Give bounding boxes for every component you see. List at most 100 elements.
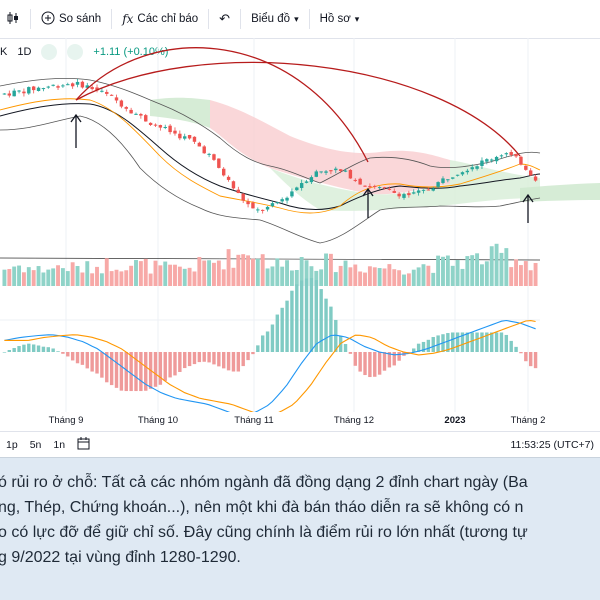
macd-histogram-bar (51, 348, 55, 352)
volume-bar (173, 264, 177, 286)
clock[interactable]: 11:53:25 (UTC+7) (510, 439, 594, 451)
timeframe-1p[interactable]: 1p (6, 439, 18, 451)
candle-body (153, 124, 158, 126)
macd-histogram-bar (17, 346, 21, 352)
candle-body (480, 160, 484, 166)
volume-bar (158, 265, 163, 286)
candle-body (7, 93, 12, 96)
candle-body (524, 165, 528, 170)
undo-button[interactable]: ↶ (213, 0, 236, 38)
profile-menu-button[interactable]: Hồ sơ ▾ (314, 0, 366, 38)
candle-body (105, 91, 109, 94)
candle-body (460, 172, 465, 175)
macd-histogram-bar (226, 352, 231, 371)
toolbar-divider (240, 9, 242, 29)
volume-bar (372, 267, 377, 286)
date-range-icon[interactable] (71, 437, 96, 453)
macd-histogram-bar (436, 335, 440, 352)
volume-bar (231, 267, 236, 286)
volume-bar (436, 255, 441, 286)
macd-histogram-bar (460, 332, 465, 352)
volume-bar (377, 268, 382, 286)
candle-body (446, 179, 450, 181)
macd-histogram-bar (519, 352, 523, 354)
macd-histogram-bar (22, 344, 26, 352)
volume-bar (358, 271, 363, 286)
volume-bar (426, 265, 431, 286)
bottom-toolbar: 1p 5n 1n 11:53:25 (UTC+7) (0, 431, 600, 457)
volume-bar (441, 256, 445, 286)
volume-bar (236, 254, 241, 286)
price-change: +1.11 (+0.10%) (93, 46, 169, 58)
interval-label[interactable]: 1D (17, 46, 32, 58)
volume-bar (285, 260, 290, 286)
volume-bar (70, 262, 75, 286)
volume-bar (109, 271, 114, 286)
candle-style-button[interactable] (0, 0, 26, 38)
macd-histogram-bar (163, 352, 167, 381)
volume-bar (328, 253, 333, 286)
macd-signal-line (4, 320, 536, 412)
macd-histogram-bar (426, 339, 431, 352)
candle-body (12, 90, 16, 97)
indicators-button[interactable]: fx Các chỉ báo (116, 0, 204, 38)
candle-body (280, 199, 284, 202)
candle-body (324, 171, 328, 173)
candle-body (61, 85, 65, 87)
candle-body (134, 113, 138, 115)
candle-body (407, 193, 411, 196)
volume-bar (333, 272, 338, 286)
macd-histogram-bar (75, 352, 80, 364)
volume-bar (148, 273, 153, 286)
volume-bar (465, 256, 470, 286)
volume-bar (124, 270, 129, 286)
timeframe-1n[interactable]: 1n (53, 439, 66, 451)
volume-bar (475, 253, 480, 286)
macd-histogram-bar (85, 352, 89, 369)
compare-button[interactable]: So sánh (35, 0, 107, 38)
candle-body (421, 189, 426, 191)
volume-bar (134, 260, 138, 286)
candle-body (504, 153, 509, 155)
macd-histogram-bar (265, 331, 270, 352)
double-top-arc-2 (75, 61, 521, 157)
volume-bar (353, 264, 358, 286)
candle-body (260, 209, 265, 211)
article-line: ó rủi ro ở chỗ: Tất cả các nhóm ngành đã… (0, 474, 528, 491)
symbol-suffix[interactable]: K (0, 46, 8, 58)
volume-bar (7, 269, 12, 286)
fx-indicator-icon: fx (122, 12, 134, 26)
candle-body (139, 114, 143, 116)
candle-body (173, 130, 177, 134)
candle-body (46, 86, 50, 88)
chart-menu-button[interactable]: Biểu đồ ▾ (245, 0, 305, 38)
volume-bar (192, 271, 197, 286)
macd-histogram-bar (222, 352, 226, 369)
macd-histogram-bar (70, 352, 75, 361)
macd-histogram-bar (363, 352, 367, 376)
candlestick-icon (6, 11, 20, 28)
volume-bar (343, 260, 348, 286)
macd-histogram-bar (504, 334, 509, 352)
chevron-down-icon: ▾ (354, 13, 360, 24)
candle-body (178, 133, 182, 139)
macd-histogram-bar (46, 347, 50, 352)
macd-histogram-bar (485, 332, 489, 352)
macd-histogram-bar (178, 352, 182, 372)
macd-histogram-bar (324, 298, 328, 352)
macd-histogram-bar (197, 352, 202, 363)
volume-bar (153, 260, 158, 286)
volume-bar (367, 266, 372, 286)
macd-histogram-bar (397, 352, 401, 361)
candle-body (36, 87, 41, 91)
candle-body (499, 155, 504, 157)
candle-body (222, 168, 226, 176)
volume-bar (138, 261, 143, 286)
macd-histogram-bar (514, 346, 518, 352)
volume-bar (104, 258, 109, 286)
macd-histogram-bar (105, 352, 109, 383)
volume-bar (421, 264, 426, 286)
price-chart[interactable] (0, 38, 600, 412)
candle-body (338, 169, 343, 171)
timeframe-5n[interactable]: 5n (29, 439, 42, 451)
